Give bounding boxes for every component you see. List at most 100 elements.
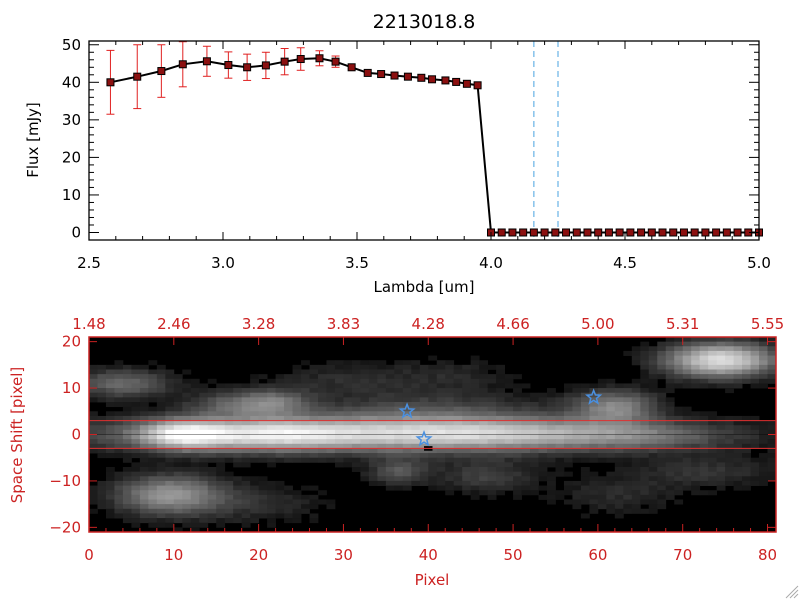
heat-cell: [513, 434, 522, 440]
heat-cell: [301, 420, 310, 426]
heat-cell: [445, 388, 455, 394]
heat-cell: [606, 411, 616, 417]
heat-cell: [368, 364, 378, 370]
heat-cell: [216, 443, 226, 449]
heat-cell: [394, 402, 404, 408]
heat-cell: [725, 453, 734, 459]
heat-cell: [267, 425, 276, 431]
top-tick-label: 3.83: [327, 315, 360, 333]
heat-cell: [411, 448, 421, 454]
heat-cell: [148, 522, 158, 528]
heat-cell: [182, 415, 192, 421]
heat-cell: [445, 467, 455, 473]
heat-cell: [258, 504, 268, 510]
heat-cell: [470, 364, 480, 370]
heat-cell: [742, 429, 751, 435]
heat-cell: [716, 457, 726, 463]
heat-cell: [122, 480, 132, 486]
heat-cell: [631, 388, 641, 394]
heat-cell: [674, 415, 684, 421]
heat-cell: [665, 443, 675, 449]
heat-cell: [665, 429, 675, 435]
heat-cell: [648, 360, 658, 366]
heat-cell: [479, 429, 489, 435]
heat-cell: [462, 411, 472, 417]
heat-cell: [309, 425, 319, 431]
heat-cell: [411, 480, 421, 486]
heat-cell: [411, 429, 421, 435]
heat-cell: [258, 388, 268, 394]
heat-cell: [190, 513, 200, 519]
heat-cell: [555, 467, 565, 473]
heat-cell: [343, 462, 353, 468]
heat-cell: [301, 402, 310, 408]
heat-cell: [470, 476, 480, 482]
heat-cell: [402, 406, 412, 412]
heat-cell: [631, 467, 641, 473]
heat-cell: [301, 429, 310, 435]
heat-cell: [224, 402, 234, 408]
heat-cell: [258, 448, 268, 454]
heat-cell: [462, 383, 472, 389]
heat-cell: [207, 453, 217, 459]
heat-cell: [462, 467, 472, 473]
heat-cell: [631, 453, 641, 459]
heat-cell: [462, 420, 472, 426]
heat-cell: [691, 360, 701, 366]
heat-cell: [275, 513, 285, 519]
heat-cell: [428, 476, 438, 482]
heat-cell: [479, 480, 489, 486]
heat-cell: [216, 504, 226, 510]
heat-cell: [453, 392, 463, 398]
heat-cell: [657, 364, 667, 370]
heat-cell: [665, 374, 675, 380]
heat-cell: [665, 494, 675, 500]
bottom-plot-xlabel: Pixel: [415, 571, 450, 589]
heat-cell: [547, 494, 556, 500]
heat-cell: [224, 434, 234, 440]
heat-cell: [623, 350, 633, 356]
heat-cell: [284, 406, 293, 412]
heat-cell: [597, 378, 607, 384]
heat-cell: [394, 378, 404, 384]
heat-cell: [759, 476, 768, 482]
heat-cell: [250, 378, 260, 384]
heat-cell: [309, 402, 319, 408]
heat-cell: [309, 378, 319, 384]
heat-cell: [334, 415, 344, 421]
heat-cell: [258, 374, 268, 380]
heat-cell: [436, 374, 446, 380]
heat-cell: [326, 364, 336, 370]
heat-cell: [292, 411, 302, 417]
heat-cell: [368, 471, 378, 477]
heat-cell: [597, 499, 607, 505]
heat-cell: [547, 434, 556, 440]
heat-cell: [708, 434, 718, 440]
heat-cell: [691, 378, 701, 384]
heat-cell: [445, 429, 455, 435]
heat-cell: [292, 513, 302, 519]
heat-cell: [216, 415, 226, 421]
heat-cell: [89, 448, 98, 454]
resize-grip-icon[interactable]: [785, 585, 799, 599]
heat-cell: [394, 471, 404, 477]
heat-cell: [674, 374, 684, 380]
heat-cell: [190, 467, 200, 473]
heat-cell: [394, 457, 404, 463]
heat-cell: [309, 374, 319, 380]
heat-cell: [385, 411, 395, 417]
heat-cell: [708, 355, 718, 361]
heat-cell: [190, 434, 200, 440]
heat-cell: [122, 513, 132, 519]
heat-cell: [699, 443, 709, 449]
heat-cell: [122, 388, 132, 394]
heat-cell: [445, 434, 455, 440]
heat-cell: [199, 494, 209, 500]
heat-cell: [343, 402, 353, 408]
heat-cell: [462, 388, 472, 394]
heat-cell: [445, 402, 455, 408]
heat-cell: [419, 411, 429, 417]
heat-cell: [258, 392, 268, 398]
heat-cell: [199, 453, 209, 459]
heat-cell: [479, 383, 489, 389]
